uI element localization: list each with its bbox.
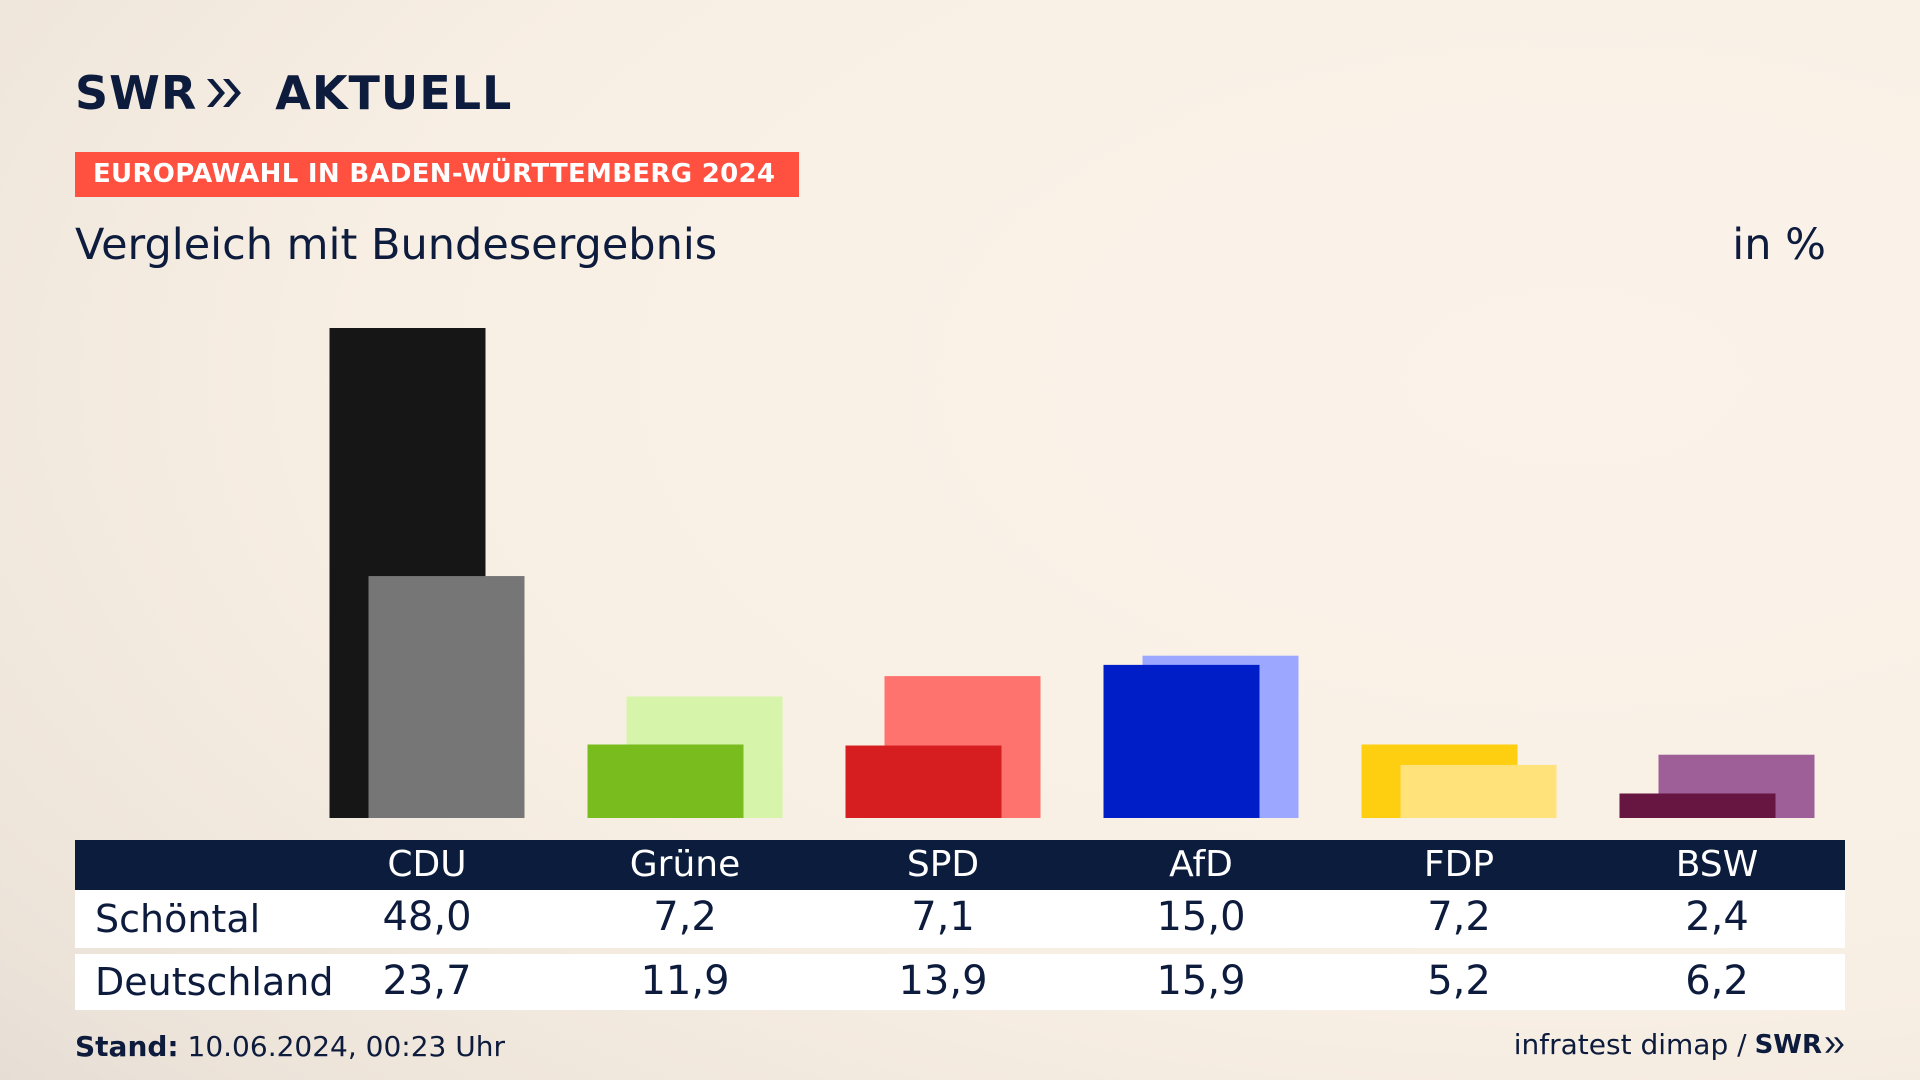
table-cell-value: 5,2 — [1427, 958, 1491, 1004]
chart-title: Vergleich mit Bundesergebnis — [75, 220, 718, 270]
column-header-gruene: Grüne — [629, 844, 741, 885]
row-label: Deutschland — [95, 960, 334, 1004]
table-cell-value: 6,2 — [1685, 958, 1749, 1004]
column-header-cdu: CDU — [387, 844, 467, 885]
column-header-fdp: FDP — [1423, 844, 1495, 885]
bar-chart — [329, 328, 1815, 818]
swr-aktuell-logo: SWR AKTUELL — [75, 66, 512, 120]
table-cell-value: 7,2 — [653, 894, 717, 940]
double-chevron-icon — [207, 79, 242, 107]
source-credit: infratest dimap / SWR — [1514, 1028, 1846, 1061]
bar-afd-schoental — [1103, 664, 1260, 818]
table-cell-value: 2,4 — [1685, 894, 1749, 940]
table-row: Deutschland 23,7 11,9 13,9 15,9 5,2 6,2 — [75, 954, 1845, 1010]
table-cell-value: 15,0 — [1156, 894, 1246, 940]
bar-fdp-deutschland — [1400, 764, 1557, 818]
bar-gruene-schoental — [587, 744, 744, 818]
table-cell-value: 23,7 — [382, 958, 472, 1004]
timestamp: Stand: 10.06.2024, 00:23 Uhr — [75, 1030, 505, 1063]
table-row: Schöntal 48,0 7,2 7,1 15,0 7,2 2,4 — [75, 890, 1845, 948]
stand-value: 10.06.2024, 00:23 Uhr — [187, 1030, 505, 1063]
table-cell-value: 11,9 — [640, 958, 730, 1004]
stand-label: Stand: — [75, 1030, 179, 1063]
table-cell-value: 7,2 — [1427, 894, 1491, 940]
footer-brand: SWR — [1754, 1029, 1822, 1060]
bar-bsw-schoental — [1619, 793, 1776, 818]
source-text: infratest dimap / — [1513, 1028, 1747, 1061]
brand-swr: SWR — [75, 66, 198, 120]
brand-aktuell: AKTUELL — [275, 66, 513, 120]
column-header-afd: AfD — [1169, 844, 1233, 885]
table-cell-value: 15,9 — [1156, 958, 1246, 1004]
table-header-row: CDU Grüne SPD AfD FDP BSW — [75, 840, 1845, 890]
row-label: Schöntal — [95, 897, 261, 941]
results-table: CDU Grüne SPD AfD FDP BSW Schöntal 48,0 7,2 7,1… — [75, 840, 1845, 1010]
column-header-bsw: BSW — [1675, 844, 1759, 885]
bar-cdu-deutschland — [368, 576, 525, 818]
column-header-spd: SPD — [906, 844, 980, 885]
bar-spd-schoental — [845, 745, 1002, 818]
table-cell-value: 7,1 — [911, 894, 975, 940]
footer-swr-logo: SWR — [1755, 1030, 1846, 1060]
election-banner: EUROPAWAHL IN BADEN-WÜRTTEMBERG 2024 — [75, 152, 799, 197]
double-chevron-icon — [1825, 1036, 1844, 1053]
unit-label: in % — [1732, 220, 1826, 270]
table-cell-value: 13,9 — [898, 958, 988, 1004]
table-cell-value: 48,0 — [382, 894, 472, 940]
